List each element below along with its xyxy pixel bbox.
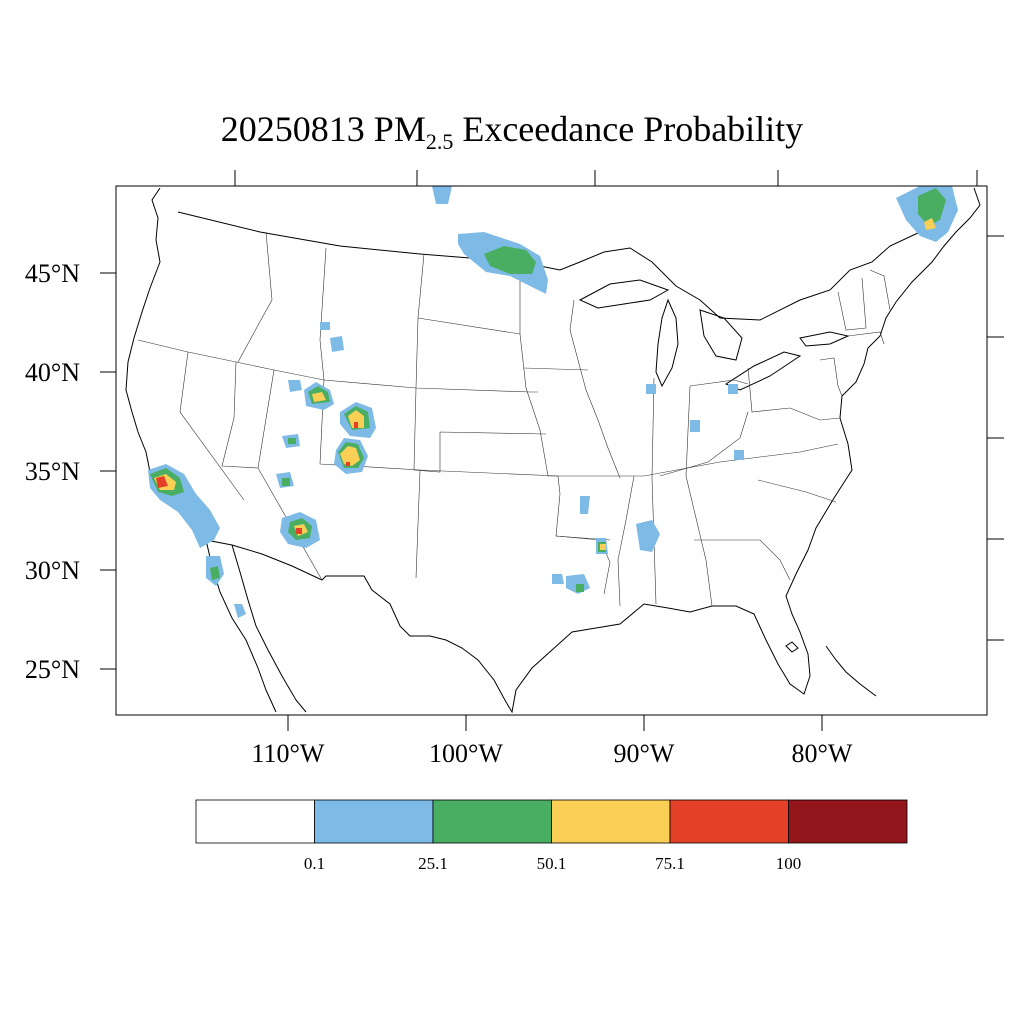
colorbar-box-4 xyxy=(551,799,671,844)
state-borders xyxy=(137,231,891,607)
colorbar-label: 100 xyxy=(776,854,802,873)
colorbar-box-5 xyxy=(669,799,789,844)
map-frame xyxy=(115,185,988,716)
colorbar-label: 50.1 xyxy=(537,854,567,873)
title-date: 20250813 xyxy=(220,109,365,149)
plumes-high xyxy=(154,218,936,550)
florida-detail xyxy=(785,641,877,697)
colorbar-label: 75.1 xyxy=(655,854,685,873)
northern-border xyxy=(177,211,921,321)
lat-label: 40°N xyxy=(25,358,80,387)
colorbar: 0.1 25.1 50.1 75.1 100 xyxy=(195,799,908,873)
title-suffix: Exceedance Probability xyxy=(462,109,804,149)
map-title: 20250813 PM2.5 Exceedance Probability xyxy=(0,108,1024,155)
lake-ontario xyxy=(799,331,850,347)
colorbar-label: 25.1 xyxy=(418,854,448,873)
colorbar-box-2 xyxy=(314,799,434,844)
lon-label: 110°W xyxy=(252,739,325,768)
plumes-low xyxy=(148,186,958,618)
lon-label: 90°W xyxy=(614,739,675,768)
map-area xyxy=(125,186,981,714)
lat-label: 45°N xyxy=(25,259,80,288)
top-ticks xyxy=(234,170,978,186)
lake-superior xyxy=(578,279,670,309)
lake-huron xyxy=(699,309,743,361)
title-subscript: 2.5 xyxy=(425,129,454,155)
lat-label: 25°N xyxy=(25,655,80,684)
lake-erie xyxy=(724,351,802,391)
colorbar-box-3 xyxy=(432,799,552,844)
lat-label: 35°N xyxy=(25,457,80,486)
bottom-ticks xyxy=(287,715,823,731)
lat-labels: 45°N 40°N 35°N 30°N 25°N xyxy=(25,259,80,684)
plumes-mid xyxy=(150,188,946,592)
lat-label: 30°N xyxy=(25,556,80,585)
lon-labels: 110°W 100°W 90°W 80°W xyxy=(252,739,853,768)
lon-label: 80°W xyxy=(792,739,853,768)
right-ticks xyxy=(987,235,1004,641)
colorbar-box-6 xyxy=(788,799,908,844)
left-ticks xyxy=(100,272,116,670)
colorbar-box-1 xyxy=(195,799,315,844)
colorbar-label: 0.1 xyxy=(304,854,325,873)
conus-outline xyxy=(125,187,981,714)
lon-label: 100°W xyxy=(429,739,503,768)
title-species: PM xyxy=(373,109,426,149)
plumes-very-high xyxy=(156,422,358,534)
lake-michigan xyxy=(655,298,679,388)
